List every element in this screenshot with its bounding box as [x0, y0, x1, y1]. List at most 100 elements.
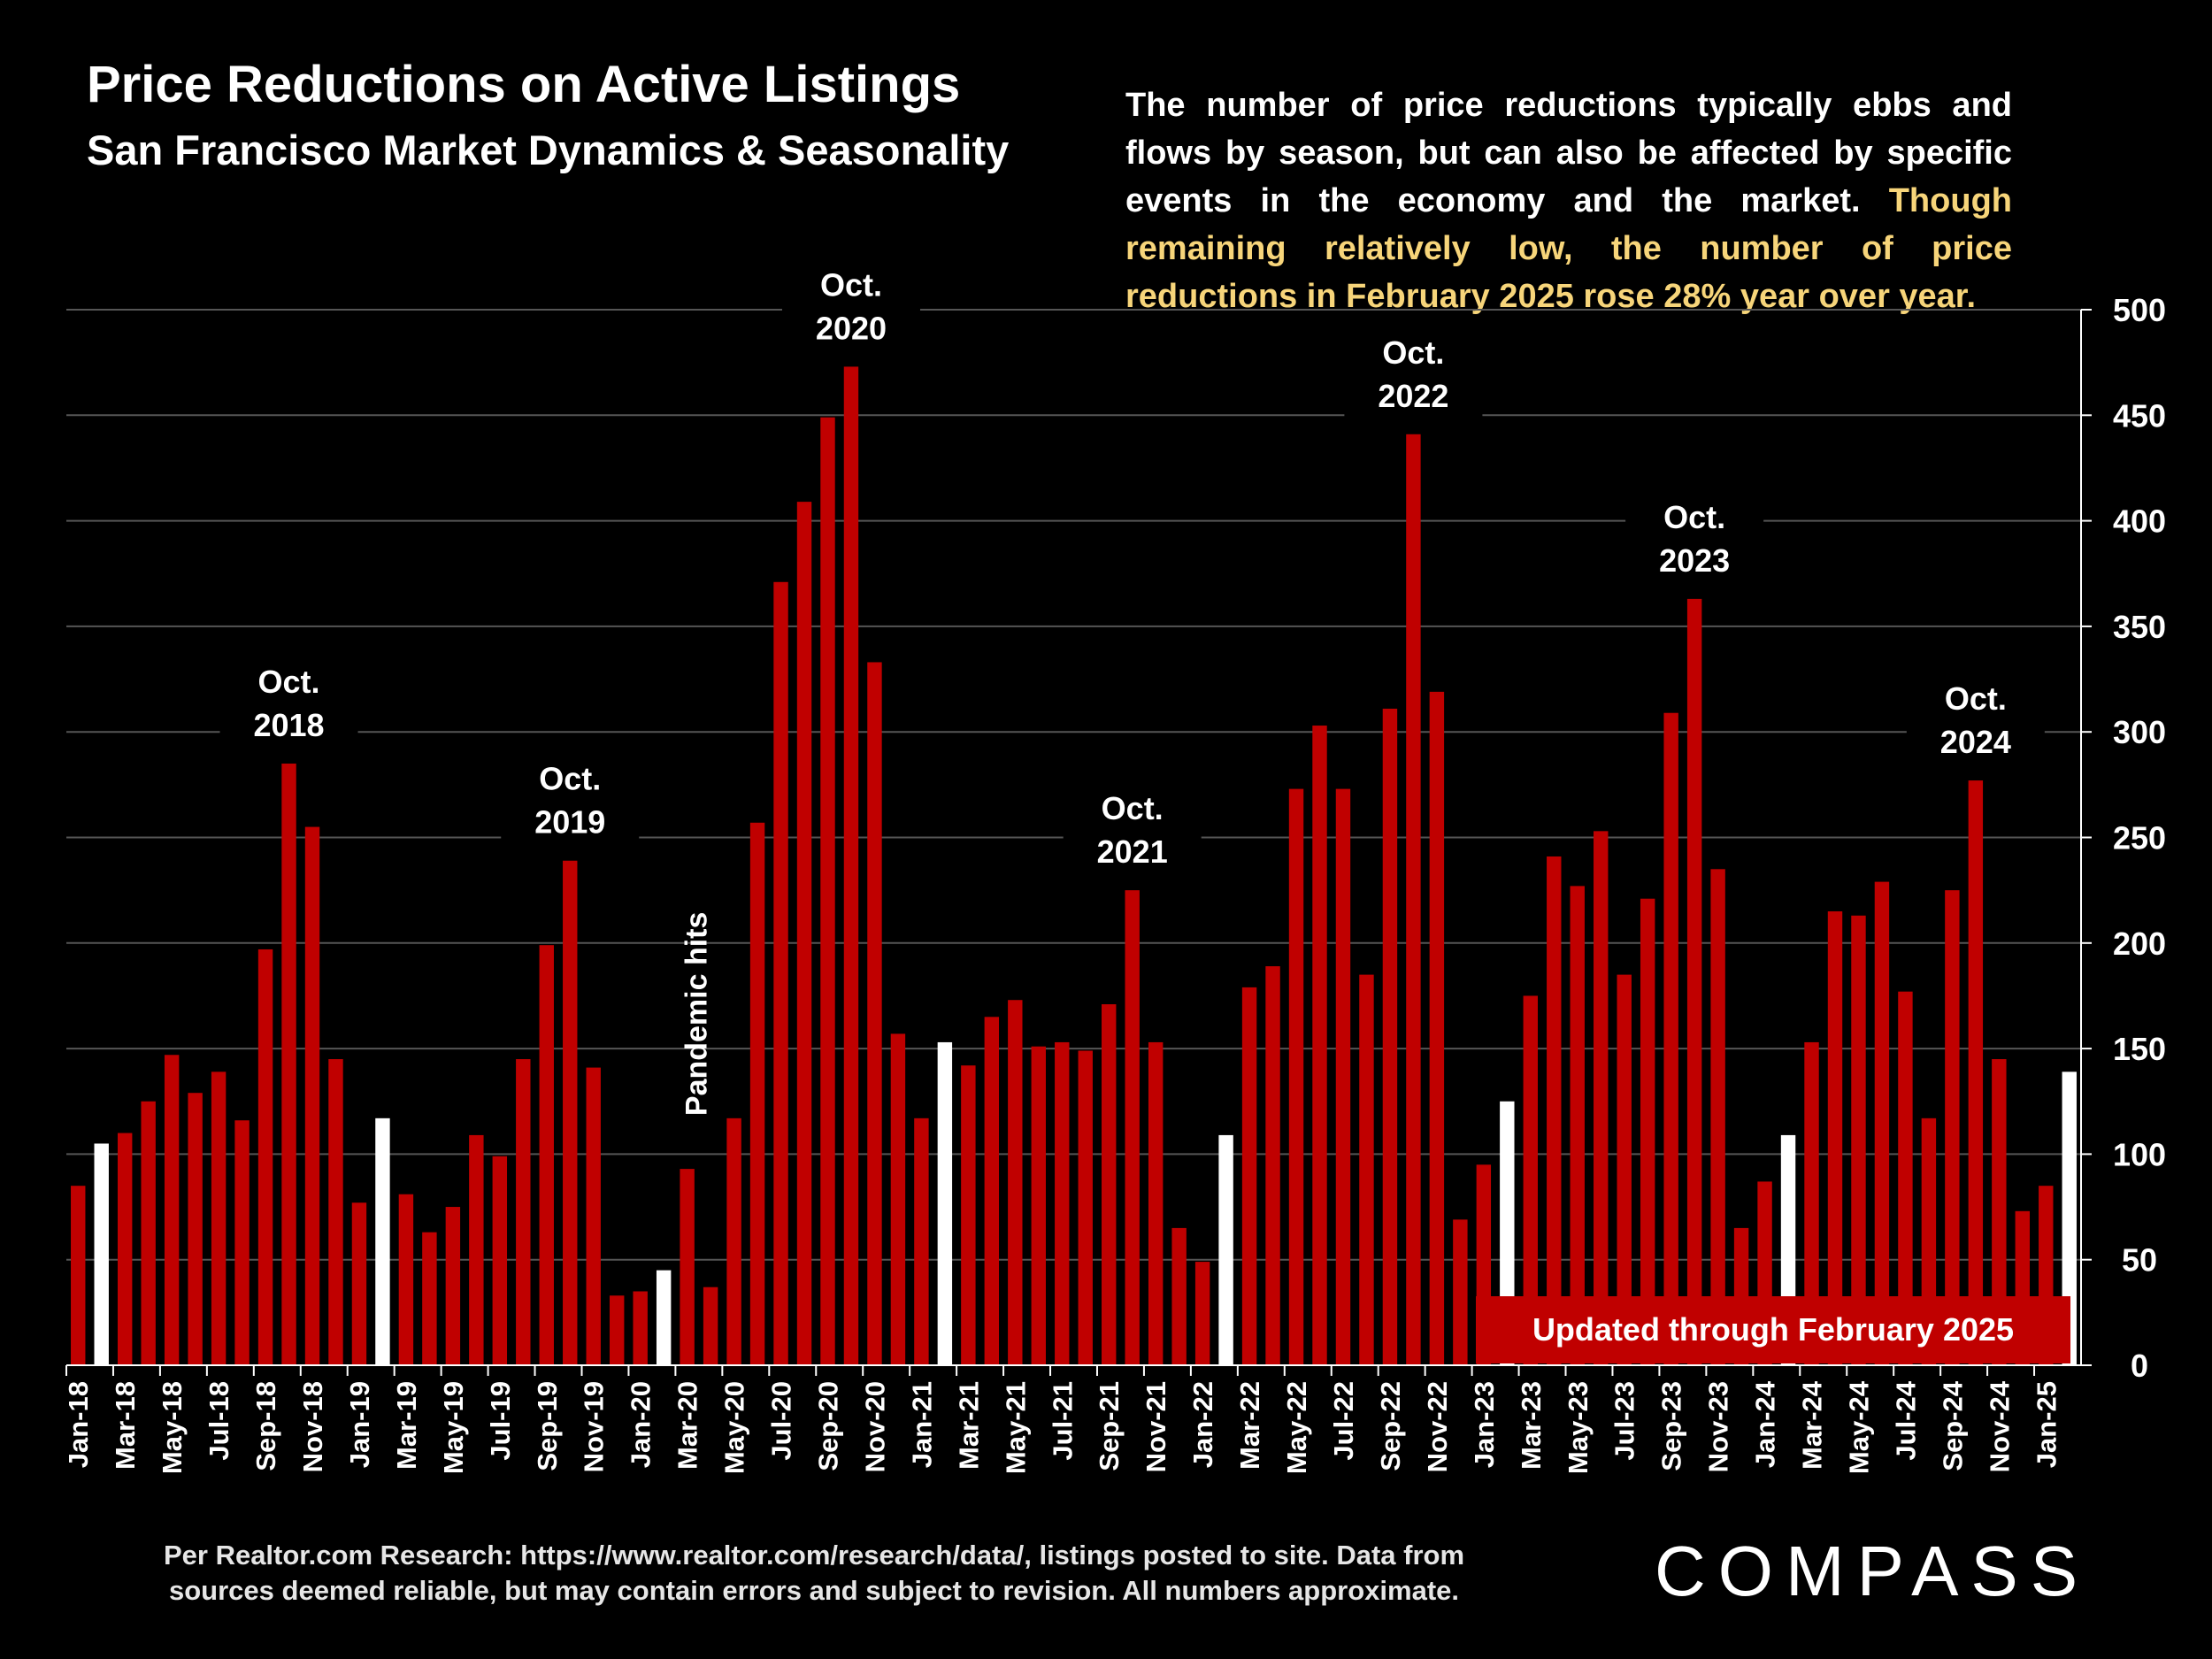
bar — [1851, 915, 1866, 1365]
bar — [1382, 708, 1398, 1365]
bar — [1523, 995, 1539, 1365]
x-tick-label: Jan-19 — [344, 1381, 375, 1468]
x-tick-label: Nov-23 — [1703, 1381, 1734, 1472]
bar — [563, 860, 578, 1365]
bar — [1453, 1219, 1468, 1365]
x-tick-label: Sep-23 — [1656, 1381, 1687, 1471]
annotation-label: 2018 — [253, 707, 324, 743]
annotation-label: Oct. — [1382, 334, 1444, 371]
x-tick-label: Nov-24 — [1984, 1380, 2015, 1472]
bar — [351, 1202, 367, 1365]
footnote-line-2: sources deemed reliable, but may contain… — [169, 1575, 1459, 1606]
compass-logo: COMPASS — [1655, 1532, 2091, 1610]
bar — [1640, 898, 1655, 1365]
x-tick-label: Mar-19 — [391, 1381, 422, 1470]
annotation-background — [219, 655, 358, 755]
x-tick-labels: Jan-18 Mar-18 May-18 Jul-18 Sep-18 Nov-18 Jan-… — [63, 1380, 2062, 1474]
bar — [1429, 691, 1445, 1365]
annotation-background — [1625, 490, 1764, 590]
x-tick-label: Jul-19 — [485, 1381, 516, 1461]
annotation-label: Oct. — [820, 266, 882, 303]
bar — [1968, 780, 1984, 1365]
y-tick-label: 50 — [2122, 1242, 2157, 1279]
annotation-background — [1063, 782, 1202, 882]
y-tick-label: 100 — [2113, 1136, 2166, 1172]
bar — [1827, 911, 1843, 1365]
bar — [749, 822, 765, 1365]
bar — [1335, 788, 1351, 1365]
x-tick-label: Sep-18 — [250, 1381, 281, 1471]
x-tick-label: Mar-22 — [1234, 1381, 1265, 1470]
annotation-background — [1344, 326, 1483, 426]
x-tick-label: Jan-18 — [63, 1381, 94, 1468]
y-tick-label: 350 — [2113, 609, 2166, 645]
bar — [516, 1059, 531, 1365]
x-tick-label: Mar-20 — [672, 1381, 703, 1470]
bar — [609, 1295, 625, 1365]
bar — [726, 1118, 741, 1365]
x-tick-label: Jan-21 — [906, 1381, 937, 1468]
bar — [1710, 869, 1725, 1365]
bars — [71, 366, 2077, 1366]
x-tick-label: Nov-19 — [579, 1381, 610, 1472]
annotation-label: 2023 — [1659, 542, 1730, 579]
y-tick-label: 150 — [2113, 1031, 2166, 1067]
annotation-label: Oct. — [1945, 680, 2007, 717]
annotation-pandemic: Pandemic hits — [680, 912, 714, 1117]
bar — [1194, 1262, 1210, 1365]
bar — [188, 1093, 203, 1365]
annotation-label: Oct. — [539, 761, 601, 797]
x-tick-label: Jan-24 — [1750, 1380, 1781, 1468]
x-tick-label: Sep-20 — [812, 1381, 843, 1471]
bar — [773, 581, 788, 1365]
bar — [539, 945, 554, 1365]
bar — [1874, 881, 1890, 1365]
footnote-line-1: Per Realtor.com Research: https://www.re… — [163, 1540, 1465, 1571]
bar — [304, 826, 320, 1365]
bar — [328, 1059, 343, 1365]
x-tick-label: Jan-22 — [1187, 1381, 1218, 1468]
annotations: Oct. 2018 Oct. 2019 Oct. 2020 Oct. 2021 Oct. 2022… — [219, 258, 2045, 1117]
x-tick-label: Nov-21 — [1141, 1381, 1171, 1472]
annotation-label: 2019 — [534, 804, 605, 841]
bar-february — [937, 1041, 953, 1365]
bar — [1359, 974, 1374, 1365]
x-tick-label: Mar-24 — [1797, 1380, 1828, 1470]
bar — [1102, 1003, 1117, 1365]
bar — [586, 1067, 601, 1365]
bar — [1288, 788, 1304, 1365]
x-tick-label: May-18 — [157, 1381, 188, 1474]
bar — [422, 1232, 437, 1365]
x-tick-label: Jul-23 — [1609, 1381, 1640, 1461]
bar — [703, 1286, 718, 1365]
bar — [469, 1134, 484, 1365]
bar — [117, 1133, 133, 1365]
y-tick-label: 200 — [2113, 926, 2166, 962]
bar — [211, 1071, 227, 1365]
bar — [164, 1055, 180, 1365]
bar — [1055, 1041, 1070, 1365]
bar — [633, 1291, 648, 1365]
bar — [1406, 434, 1421, 1366]
annotation-label: 2022 — [1378, 378, 1448, 414]
x-tick-label: Jul-22 — [1328, 1381, 1359, 1461]
bar-february — [375, 1118, 390, 1365]
annotation-label: 2024 — [1940, 724, 2011, 760]
chart-title: Price Reductions on Active Listings — [87, 56, 961, 113]
bar — [281, 763, 296, 1365]
bar — [1898, 991, 1913, 1365]
y-tick-label: 400 — [2113, 503, 2166, 540]
gridlines — [66, 309, 2081, 1261]
axes — [65, 309, 2092, 1376]
x-tick-label: May-22 — [1281, 1381, 1312, 1474]
bar — [141, 1101, 156, 1365]
description-normal: The number of price reductions typically… — [1125, 87, 2012, 219]
annotation-background — [1906, 672, 2045, 772]
x-tick-label: May-24 — [1843, 1380, 1874, 1474]
bar — [1570, 886, 1585, 1365]
annotation-background — [781, 258, 920, 358]
bar — [914, 1118, 929, 1365]
bar — [1125, 890, 1140, 1365]
x-tick-label: May-19 — [438, 1381, 469, 1474]
x-tick-label: Mar-23 — [1516, 1381, 1547, 1470]
